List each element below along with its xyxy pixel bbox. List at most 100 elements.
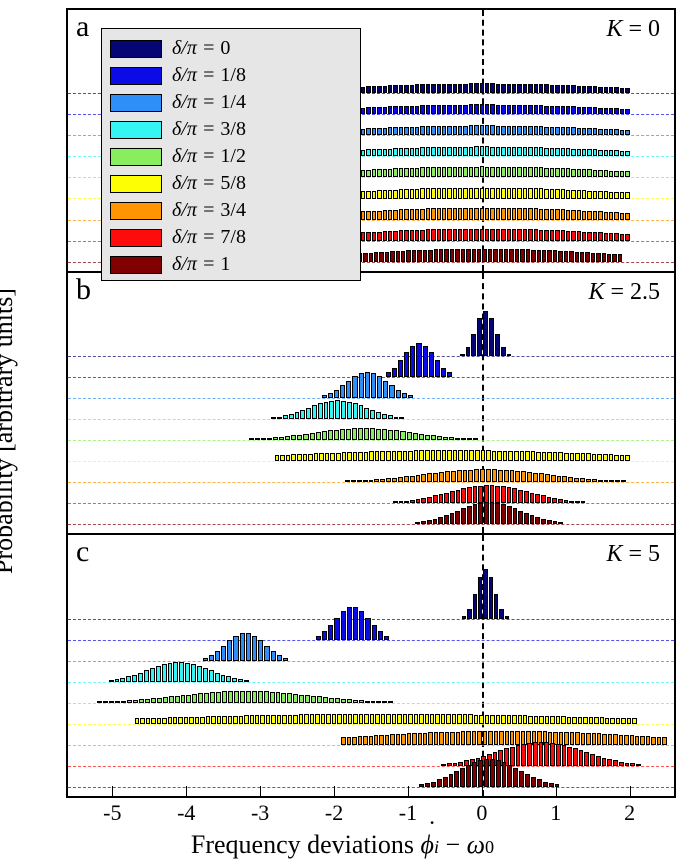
histogram-bar [603,454,608,461]
histogram-bar [195,717,199,724]
histogram-bar [484,502,489,524]
histogram-bar [518,511,523,525]
histogram-bar [388,231,392,241]
histogram-bar [520,249,524,261]
histogram-bar [388,701,393,703]
histogram-bar [618,254,622,261]
histogram-bar [577,107,581,115]
histogram-bar [539,84,543,93]
histogram-bar [341,699,346,703]
histogram-bar [474,167,478,178]
histogram-bar [494,594,498,618]
histogram-bar [593,107,597,114]
histogram-bar [157,718,161,724]
histogram-bar [380,451,385,461]
histogram-bar [609,108,613,114]
histogram-bar [240,633,245,661]
histogram-bar [310,714,314,724]
histogram-bar [562,476,567,482]
legend-item: δ/π = 1/2 [110,143,352,170]
histogram-bar [175,696,180,703]
histogram-bar [353,403,358,419]
histogram-bar [607,254,611,262]
histogram-bar [561,127,565,135]
histogram-bar [446,714,450,724]
histogram-bar [288,715,292,724]
histogram-bar [200,717,204,724]
histogram-bar [388,85,392,93]
histogram-bar [279,437,284,440]
histogram-bar [404,501,409,504]
histogram-bar [602,758,607,766]
histogram-bar [521,471,526,482]
histogram-bar [450,249,454,262]
histogram-bar [507,188,511,199]
histogram-bar [442,229,446,241]
histogram-bar [437,779,442,786]
histogram-bar [507,147,511,157]
histogram-bar [374,252,378,261]
histogram-bar [315,714,319,724]
histogram-bar [473,594,477,618]
histogram-bar [447,372,452,377]
histogram-bar [329,698,334,703]
histogram-bar [413,433,418,440]
histogram-bar [232,678,237,682]
histogram-bar [399,501,404,503]
histogram-bar [550,148,554,157]
histogram-bar [509,249,513,262]
histogram-bar [610,718,614,724]
histogram-bar [555,148,559,157]
histogram-bar [580,252,584,262]
row-baseline [68,524,674,525]
histogram-bar [517,84,521,94]
histogram-bar [609,480,614,482]
histogram-bar [473,504,478,524]
panel-title: K = 2.5 [588,279,660,306]
histogram-bar [539,209,543,220]
histogram-bar [271,417,276,419]
histogram-bar [555,127,559,136]
histogram-bar [620,151,624,157]
histogram [203,633,289,661]
histogram-bar [426,208,430,219]
histogram-bar [544,106,548,115]
histogram-bar [366,149,370,156]
histogram-bar [364,428,369,440]
histogram-bar [109,680,114,682]
histogram-bar [609,212,613,220]
histogram-bar [425,714,429,724]
histogram-bar [542,452,547,461]
histogram-bar [377,190,381,198]
histogram-bar [374,479,379,482]
histogram-bar [497,451,502,462]
histogram-bar [555,85,559,94]
histogram-bar [614,129,618,135]
histogram-bar [501,167,505,178]
histogram-bar [496,147,500,157]
histogram-bar [412,250,416,261]
histogram-bar [587,211,591,220]
histogram-bar [184,717,188,724]
histogram-bar [168,663,173,682]
histogram-bar [592,479,597,482]
histogram-bar [567,717,571,724]
histogram-bar [467,487,472,503]
histogram-bar [385,252,389,262]
histogram-bar [474,469,479,482]
histogram-bar [474,146,478,156]
histogram-bar [533,473,538,482]
histogram-bar [547,250,551,261]
histogram-bar [392,714,396,724]
histogram-bar [437,126,441,136]
histogram-bar [335,698,340,703]
histogram-bar [388,190,392,199]
histogram-bar [636,764,641,766]
histogram-bar [347,737,351,745]
histogram-bar [561,189,565,198]
histogram-bar [496,126,500,136]
histogram-bar [266,715,270,724]
histogram-bar [490,759,495,787]
histogram-bar [420,105,424,114]
histogram-bar [277,715,281,724]
